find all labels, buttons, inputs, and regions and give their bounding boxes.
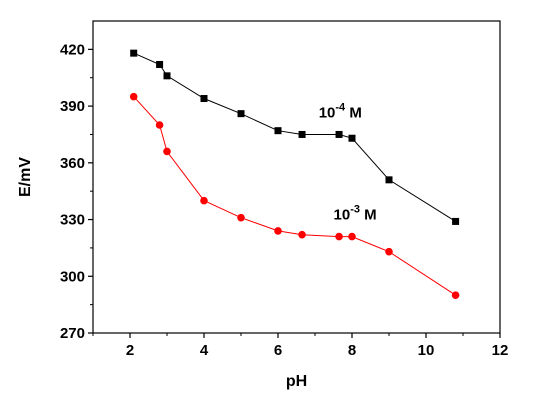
plot-frame [92,20,501,334]
y-tick-label: 270 [60,325,85,342]
series-2-point [335,232,343,241]
annotations: 10-4 M10-3 M [319,101,377,223]
annotation-exponent: -4 [335,101,346,113]
x-tick-label: 2 [126,342,134,359]
series-2-point [451,291,460,299]
series-1-point [163,72,171,80]
series-1-point [130,49,138,57]
series-2-point [129,92,138,101]
y-tick-label: 360 [60,155,85,172]
x-tick-label: 8 [348,342,356,359]
axis-ticks: 2 4 6 8 10 12 270 300 330 360 390 420 [60,41,508,359]
y-tick-label: 420 [60,41,85,58]
annotation-label: 10-3 M [334,204,377,224]
series-1-point [452,217,460,225]
series-2-point [163,147,171,156]
y-axis-label: E/mV [17,157,34,197]
annotation-unit: M [345,104,362,121]
annotation-exponent: -3 [350,204,360,216]
series-1-point [274,127,282,135]
annotation-label: 10-4 M [319,101,362,121]
series-1-point [156,60,164,68]
series-layer [129,49,460,299]
series-2-point [155,121,164,129]
series-2-line [133,96,456,296]
series-2-point [298,230,306,239]
annotation-unit: M [360,207,377,224]
y-tick-label: 330 [60,212,85,229]
series-2-point [385,247,393,256]
x-axis-label: pH [286,373,307,390]
series-1-point [385,176,393,184]
series-2-point [200,196,208,205]
x-tick-label: 10 [418,342,435,359]
y-tick-label: 390 [60,98,85,115]
x-tick-label: 12 [492,342,509,359]
annotation-base: 10 [319,104,336,121]
series-2-point [274,227,282,235]
series-1-point [298,130,306,138]
series-2-point [237,213,245,222]
series-1-point [237,110,245,118]
annotation-base: 10 [334,207,351,224]
series-1-point [348,134,356,142]
series-1-point [335,130,343,138]
series-1-point [200,95,208,103]
series-2-point [348,232,356,241]
x-tick-label: 4 [200,342,209,359]
series-1-line [133,52,456,222]
y-tick-label: 300 [60,268,85,285]
x-tick-label: 6 [274,342,282,359]
